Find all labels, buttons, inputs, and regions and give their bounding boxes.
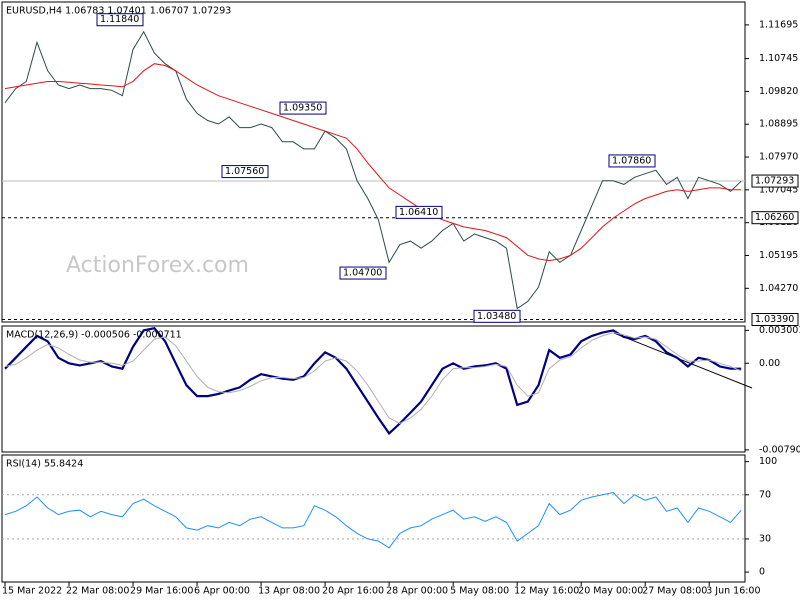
y-tick-label: 1.09820 <box>759 86 798 97</box>
annotation-label: 1.09350 <box>283 103 322 114</box>
trend-line <box>613 332 753 389</box>
series-line <box>4 332 742 425</box>
annotation-box <box>221 165 269 179</box>
annotation-box <box>96 13 144 27</box>
y-tick-label: 1.07045 <box>759 184 798 195</box>
x-tick-label: 3 Jun 16:00 <box>706 586 760 597</box>
panel-title: RSI(14) 55.8424 <box>6 459 83 470</box>
series-line <box>4 30 742 310</box>
panel-frame <box>1 1 746 323</box>
annotation-box <box>395 205 443 219</box>
y-tick-label: 0.00 <box>759 358 780 369</box>
y-tick-label: 1.08895 <box>759 119 798 130</box>
y-tick-label: 70 <box>759 489 771 500</box>
level-label: 1.03390 <box>755 314 794 325</box>
panel-frame <box>1 454 746 583</box>
annotation-box <box>608 154 656 168</box>
x-tick-label: 6 Apr 00:00 <box>194 586 250 597</box>
x-tick-label: 15 Mar 2022 <box>2 586 62 597</box>
annotation-box <box>339 266 387 280</box>
annotation-label: 1.06410 <box>399 207 438 218</box>
panel-title: MACD(12,26,9) -0.000506 -0.000711 <box>6 330 182 341</box>
annotation-label: 1.07860 <box>612 155 651 166</box>
annotation-box <box>279 101 327 115</box>
x-tick-label: 29 Mar 16:00 <box>130 586 193 597</box>
annotation-label: 1.04700 <box>343 268 382 279</box>
series-line <box>4 63 742 262</box>
watermark: ActionForex.com <box>66 253 249 278</box>
y-tick-label: 1.11695 <box>759 19 798 30</box>
y-tick-label: 1.05195 <box>759 250 798 261</box>
y-tick-label: -0.007907 <box>759 444 800 455</box>
level-label-box <box>751 211 799 225</box>
last-price-label: 1.07293 <box>755 176 794 187</box>
annotation-label: 1.07560 <box>225 166 264 177</box>
panel-title: EURUSD,H4 1.06783 1.07401 1.06707 1.0729… <box>6 6 231 17</box>
y-tick-label: 1.07970 <box>759 152 798 163</box>
level-label: 1.06260 <box>755 212 794 223</box>
annotation-label: 1.03480 <box>477 311 516 322</box>
panel-frame <box>1 325 746 453</box>
x-tick-label: 27 May 08:00 <box>642 586 707 597</box>
x-tick-label: 5 May 08:00 <box>450 586 509 597</box>
x-tick-label: 20 Apr 16:00 <box>322 586 384 597</box>
x-tick-label: 13 Apr 08:00 <box>258 586 320 597</box>
y-tick-label: 100 <box>759 456 777 467</box>
y-tick-label: 0.0030012 <box>759 325 800 336</box>
last-price-box <box>751 174 799 188</box>
annotation-label: 1.11840 <box>100 14 139 25</box>
x-tick-label: 28 Apr 00:00 <box>386 586 448 597</box>
series-line <box>4 491 742 549</box>
x-tick-label: 12 May 16:00 <box>514 586 579 597</box>
y-tick-label: 1.10745 <box>759 53 798 64</box>
y-tick-label: 30 <box>759 533 771 544</box>
y-tick-label: 1.04270 <box>759 283 798 294</box>
x-tick-label: 22 Mar 08:00 <box>66 586 129 597</box>
level-label-box <box>751 313 799 327</box>
annotation-box <box>473 309 521 323</box>
y-tick-label: 0 <box>759 567 765 578</box>
x-tick-label: 20 May 00:00 <box>578 586 643 597</box>
